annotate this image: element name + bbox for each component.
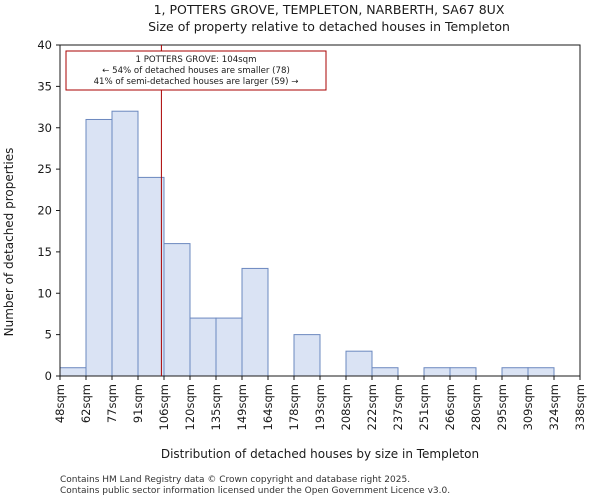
x-tick-label: 77sqm <box>105 384 119 423</box>
x-tick-label: 62sqm <box>79 384 93 423</box>
x-tick-label: 208sqm <box>339 384 353 430</box>
bars-layer <box>59 110 555 377</box>
histogram-bar <box>449 367 477 377</box>
x-tick-label: 237sqm <box>391 384 405 430</box>
x-tick-label: 135sqm <box>209 384 223 430</box>
chart-title-line2: Size of property relative to detached ho… <box>148 19 510 34</box>
y-tick-label: 20 <box>37 204 52 218</box>
y-tick-label: 30 <box>37 121 52 135</box>
histogram-bar <box>137 176 165 377</box>
x-tick-label: 295sqm <box>495 384 509 430</box>
x-tick-label: 266sqm <box>443 384 457 430</box>
y-tick-label: 15 <box>37 245 52 259</box>
y-tick-label: 35 <box>37 79 52 93</box>
y-tick-label: 0 <box>45 369 52 383</box>
histogram-bar <box>293 334 321 377</box>
footer-line1: Contains HM Land Registry data © Crown c… <box>60 475 410 485</box>
y-tick-label: 25 <box>37 162 52 176</box>
histogram-bar <box>345 350 373 377</box>
histogram-bar <box>423 367 451 377</box>
x-tick-label: 251sqm <box>417 384 431 430</box>
annotation-smaller: ← 54% of detached houses are smaller (78… <box>102 66 290 76</box>
x-tick-label: 164sqm <box>261 384 275 430</box>
y-tick-label: 40 <box>37 38 52 52</box>
x-tick-label: 149sqm <box>235 384 249 430</box>
histogram-bar <box>189 317 217 377</box>
y-tick-label: 5 <box>45 328 52 342</box>
footer-line2: Contains public sector information licen… <box>60 486 450 496</box>
x-tick-label: 338sqm <box>573 384 587 430</box>
plot-frame <box>59 44 581 377</box>
y-tick-label: 10 <box>37 286 52 300</box>
x-tick-label: 324sqm <box>547 384 561 430</box>
x-axis-ticks: 48sqm 62sqm 77sqm 91sqm 106sqm 120sqm 135sqm 14… <box>53 376 587 430</box>
x-tick-label: 178sqm <box>287 384 301 430</box>
annotation-title: 1 POTTERS GROVE: 104sqm <box>136 55 257 65</box>
x-axis-label: Distribution of detached houses by size … <box>161 447 479 461</box>
x-tick-label: 309sqm <box>521 384 535 430</box>
annotation-box: 1 POTTERS GROVE: 104sqm ← 54% of detache… <box>65 50 327 91</box>
x-tick-label: 91sqm <box>131 384 145 423</box>
histogram-bar <box>215 317 243 377</box>
x-tick-label: 120sqm <box>183 384 197 430</box>
histogram-bar <box>371 367 399 377</box>
y-axis-label: Number of detached properties <box>2 148 16 337</box>
y-axis-ticks: 0 5 10 15 20 25 30 35 40 <box>37 38 60 383</box>
histogram-bar <box>85 118 113 377</box>
chart-title-line1: 1, POTTERS GROVE, TEMPLETON, NARBERTH, S… <box>154 2 505 17</box>
histogram-bar <box>527 367 555 377</box>
x-tick-label: 280sqm <box>469 384 483 430</box>
x-tick-label: 48sqm <box>53 384 67 423</box>
histogram-bar <box>111 110 139 377</box>
histogram-bar <box>241 267 269 377</box>
x-tick-label: 193sqm <box>313 384 327 430</box>
annotation-frame <box>65 50 327 91</box>
histogram-bar <box>59 367 87 377</box>
histogram-bar <box>501 367 529 377</box>
x-tick-label: 106sqm <box>157 384 171 430</box>
x-tick-label: 222sqm <box>365 384 379 430</box>
histogram-bar <box>163 243 191 377</box>
annotation-larger: 41% of semi-detached houses are larger (… <box>94 77 299 87</box>
